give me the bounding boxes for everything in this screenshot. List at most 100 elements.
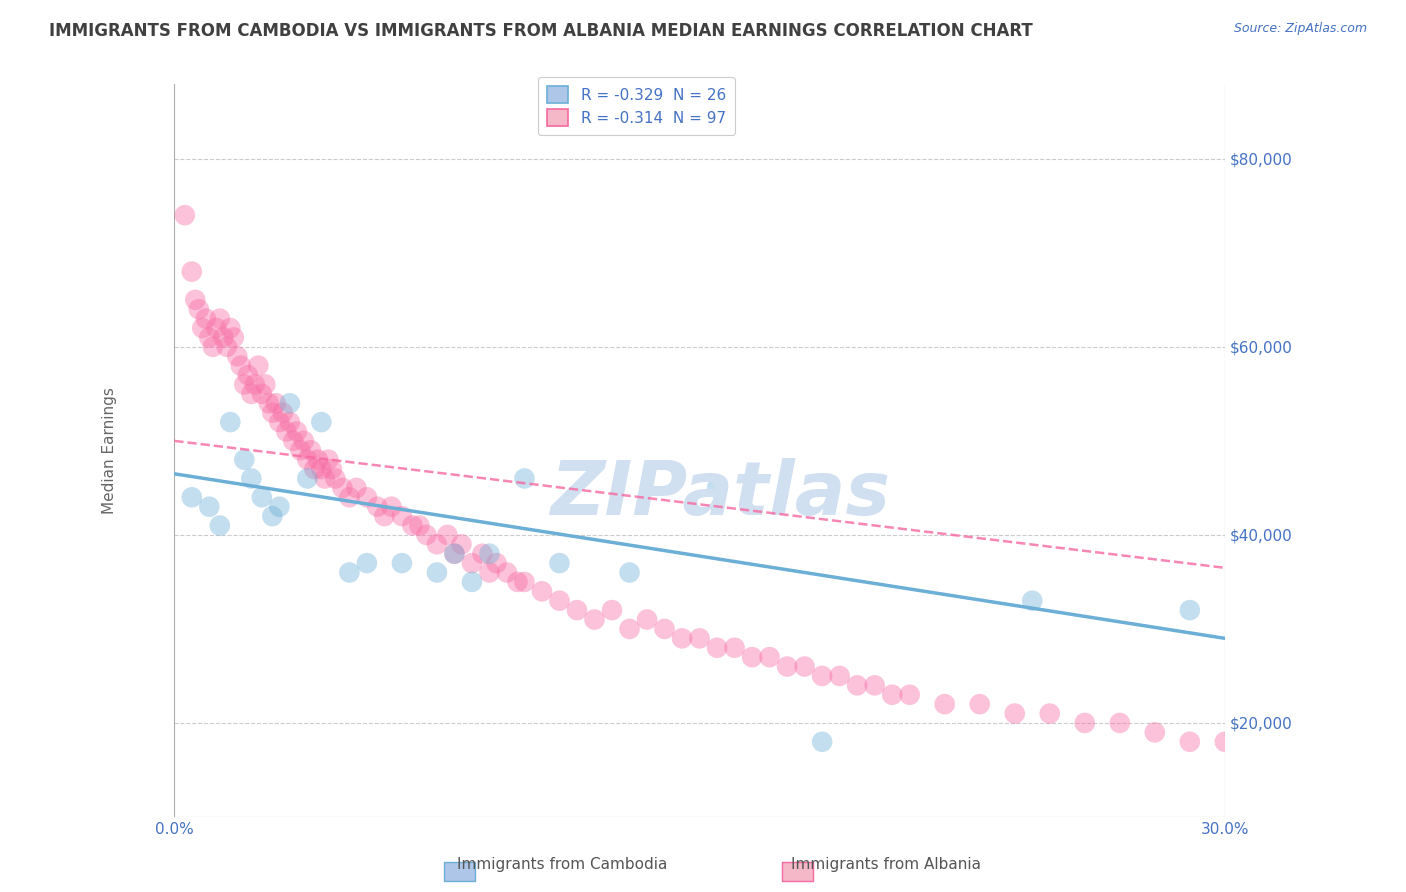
Point: [583, 613, 606, 627]
Point: [180, 490, 202, 504]
Point: [548, 593, 571, 607]
Point: [758, 650, 780, 665]
Point: [811, 735, 834, 749]
Point: [461, 556, 484, 570]
Point: [269, 415, 291, 429]
Point: [184, 293, 207, 307]
Point: [600, 603, 623, 617]
Point: [297, 452, 319, 467]
Point: [208, 518, 231, 533]
Point: [619, 622, 641, 636]
Point: [250, 490, 273, 504]
Point: [443, 547, 465, 561]
Point: [318, 452, 340, 467]
Point: [250, 387, 273, 401]
Point: [506, 574, 529, 589]
Point: [297, 471, 319, 485]
Point: [485, 556, 508, 570]
Text: ZIPatlas: ZIPatlas: [551, 458, 890, 531]
Point: [671, 632, 693, 646]
Point: [793, 659, 815, 673]
Point: [356, 556, 378, 570]
Point: [450, 537, 472, 551]
Text: Immigrants from Albania: Immigrants from Albania: [790, 857, 981, 872]
Point: [344, 481, 367, 495]
Y-axis label: Median Earnings: Median Earnings: [101, 387, 117, 514]
Point: [846, 678, 869, 692]
Point: [269, 500, 291, 514]
Point: [436, 528, 458, 542]
Point: [391, 509, 413, 524]
Point: [332, 481, 354, 495]
Point: [619, 566, 641, 580]
Point: [461, 574, 484, 589]
Point: [530, 584, 553, 599]
Point: [311, 462, 333, 476]
Point: [863, 678, 886, 692]
Point: [285, 425, 308, 439]
Point: [222, 330, 245, 344]
Point: [969, 697, 991, 711]
Point: [191, 321, 214, 335]
Point: [1249, 744, 1271, 758]
Point: [215, 340, 238, 354]
Point: [776, 659, 799, 673]
Point: [271, 406, 294, 420]
Point: [1039, 706, 1062, 721]
Point: [212, 330, 235, 344]
Point: [1143, 725, 1166, 739]
Point: [208, 311, 231, 326]
Point: [290, 443, 312, 458]
Point: [391, 556, 413, 570]
Point: [373, 509, 395, 524]
Point: [654, 622, 676, 636]
Point: [513, 471, 536, 485]
Point: [180, 264, 202, 278]
Point: [299, 443, 322, 458]
Point: [408, 518, 430, 533]
Point: [264, 396, 287, 410]
Point: [811, 669, 834, 683]
Point: [471, 547, 494, 561]
Point: [314, 471, 336, 485]
Point: [426, 537, 449, 551]
Point: [478, 547, 501, 561]
Point: [689, 632, 711, 646]
Point: [236, 368, 259, 382]
Point: [243, 377, 266, 392]
Point: [1178, 603, 1201, 617]
Point: [337, 566, 360, 580]
Point: [1178, 735, 1201, 749]
Point: [496, 566, 519, 580]
Point: [198, 330, 221, 344]
Point: [426, 566, 449, 580]
Point: [254, 377, 277, 392]
Point: [380, 500, 402, 514]
Text: Source: ZipAtlas.com: Source: ZipAtlas.com: [1233, 22, 1367, 36]
Point: [233, 377, 256, 392]
Point: [828, 669, 851, 683]
Point: [706, 481, 728, 495]
Point: [198, 500, 221, 514]
Point: [292, 434, 315, 448]
Point: [187, 302, 209, 317]
Point: [262, 509, 284, 524]
Point: [934, 697, 956, 711]
Point: [219, 415, 242, 429]
Point: [205, 321, 228, 335]
Text: IMMIGRANTS FROM CAMBODIA VS IMMIGRANTS FROM ALBANIA MEDIAN EARNINGS CORRELATION : IMMIGRANTS FROM CAMBODIA VS IMMIGRANTS F…: [49, 22, 1033, 40]
Point: [219, 321, 242, 335]
Point: [548, 556, 571, 570]
Point: [226, 349, 249, 363]
Point: [307, 452, 329, 467]
Point: [240, 471, 263, 485]
Point: [311, 415, 333, 429]
Point: [276, 425, 298, 439]
Point: [262, 406, 284, 420]
Point: [366, 500, 388, 514]
Point: [356, 490, 378, 504]
Legend: R = -0.329  N = 26, R = -0.314  N = 97: R = -0.329 N = 26, R = -0.314 N = 97: [538, 77, 735, 136]
Point: [741, 650, 763, 665]
Point: [337, 490, 360, 504]
Point: [706, 640, 728, 655]
